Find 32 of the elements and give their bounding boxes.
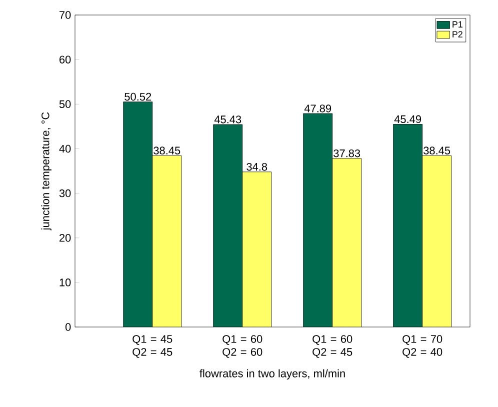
x-axis-title: flowrates in two layers, ml/min: [200, 369, 345, 380]
bar: [422, 155, 452, 327]
x-tick-label: Q1 = 60 Q2 = 45: [312, 335, 352, 358]
data-label: 50.52: [124, 92, 152, 101]
y-tick-label: 10: [60, 278, 71, 286]
y-axis-title: junction temperature, °C: [41, 112, 52, 230]
x-tick-label: Q1 = 60 Q2 = 60: [222, 335, 262, 358]
y-tick-label: 60: [60, 56, 71, 64]
data-label: 38.45: [424, 146, 450, 154]
y-tick-label: 70: [60, 11, 71, 19]
x-tick-label: Q1 = 70 Q2 = 40: [402, 335, 442, 358]
data-label: 34.8: [246, 162, 268, 171]
bar: [152, 155, 182, 327]
x-tick-label: Q1 = 45 Q2 = 45: [132, 335, 172, 358]
data-label: 45.43: [214, 116, 242, 124]
bar: [213, 124, 243, 327]
data-label: 47.89: [304, 104, 332, 112]
bar: [393, 124, 423, 327]
y-tick-label: 0: [65, 323, 71, 331]
bar: [332, 158, 362, 327]
y-tick-label: 40: [59, 144, 71, 153]
data-label: 38.45: [154, 146, 180, 154]
bar: [242, 172, 272, 327]
y-tick-label: 20: [60, 234, 71, 242]
legend-label: P1: [452, 21, 462, 28]
data-label: 37.83: [334, 149, 360, 158]
legend-label: P2: [452, 31, 462, 38]
y-tick-label: 50: [59, 100, 71, 108]
data-label: 45.49: [394, 115, 422, 124]
y-tick-label: 30: [59, 189, 71, 198]
bar: [303, 113, 333, 327]
bar: [123, 102, 153, 327]
